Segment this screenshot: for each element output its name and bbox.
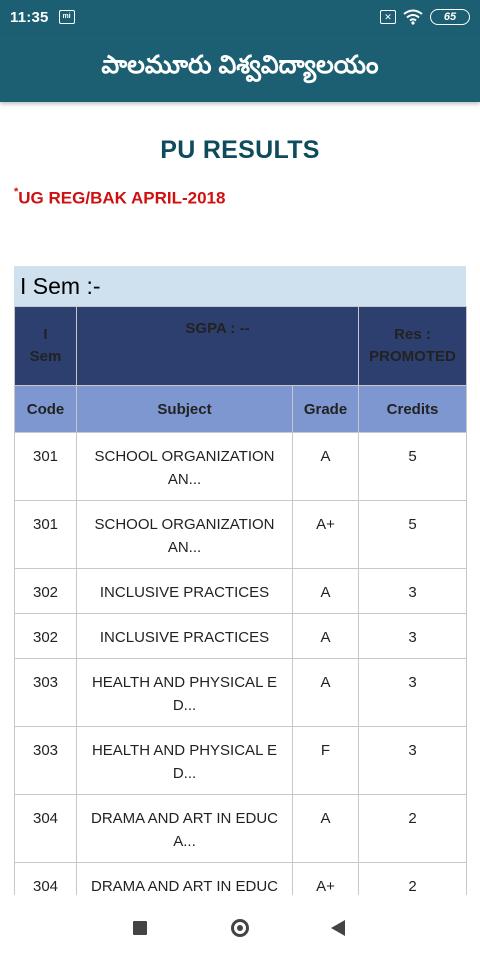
cell-subject: HEALTH AND PHYSICAL E D... bbox=[76, 726, 293, 795]
exam-name: UG REG/BAK APRIL-2018 bbox=[18, 188, 226, 208]
table-row: 301 SCHOOL ORGANIZATION AN... A+ 5 bbox=[14, 500, 468, 569]
wifi-icon bbox=[403, 9, 423, 25]
cell-code: 302 bbox=[14, 613, 77, 659]
cell-credits: 3 bbox=[358, 613, 468, 659]
table-row: 303 HEALTH AND PHYSICAL E D... F 3 bbox=[14, 726, 468, 795]
battery-icon: 65 bbox=[430, 9, 470, 25]
column-header-code: Code bbox=[14, 385, 77, 433]
cell-credits: 5 bbox=[358, 500, 468, 569]
cell-grade: A bbox=[291, 613, 360, 659]
cell-credits: 5 bbox=[358, 432, 468, 501]
semester-label-line2: Sem bbox=[29, 348, 62, 365]
cell-subject: SCHOOL ORGANIZATION AN... bbox=[76, 432, 293, 501]
result-label: Res : bbox=[394, 326, 431, 343]
cell-subject: INCLUSIVE PRACTICES bbox=[76, 568, 293, 614]
cell-code: 301 bbox=[14, 432, 77, 501]
table-row: 302 INCLUSIVE PRACTICES A 3 bbox=[14, 613, 468, 659]
home-icon bbox=[231, 919, 249, 937]
cell-grade: F bbox=[291, 726, 360, 795]
table-row: 304 DRAMA AND ART IN EDUC A... A 2 bbox=[14, 794, 468, 863]
back-icon bbox=[331, 920, 345, 936]
cell-subject: DRAMA AND ART IN EDUC A... bbox=[76, 794, 293, 863]
result-cell: Res : PROMOTED bbox=[358, 306, 468, 386]
recent-apps-button[interactable] bbox=[127, 915, 153, 941]
semester-label-cell: I Sem bbox=[14, 306, 77, 386]
column-header-row: Code Subject Grade Credits bbox=[14, 385, 468, 433]
cell-subject: DRAMA AND ART IN EDUC A... bbox=[76, 862, 293, 895]
cell-code: 304 bbox=[14, 794, 77, 863]
table-row: 304 DRAMA AND ART IN EDUC A... A+ 2 bbox=[14, 862, 468, 895]
cell-subject: INCLUSIVE PRACTICES bbox=[76, 613, 293, 659]
cell-grade: A+ bbox=[291, 500, 360, 569]
app-title: పాలమూరు విశ్వవిద్యాలయం bbox=[101, 50, 379, 79]
back-button[interactable] bbox=[325, 915, 351, 941]
cell-credits: 3 bbox=[358, 726, 468, 795]
column-header-grade: Grade bbox=[291, 385, 360, 433]
cell-code: 303 bbox=[14, 658, 77, 727]
cell-subject: HEALTH AND PHYSICAL E D... bbox=[76, 658, 293, 727]
required-asterisk: * bbox=[14, 186, 19, 198]
results-table: I Sem SGPA : -- Res : PROMOTED Code Subj… bbox=[14, 306, 468, 895]
page-title: PU RESULTS bbox=[160, 136, 320, 164]
cell-credits: 2 bbox=[358, 862, 468, 895]
sgpa-value: SGPA : -- bbox=[185, 320, 250, 337]
summary-row: I Sem SGPA : -- Res : PROMOTED bbox=[14, 306, 468, 386]
cell-credits: 3 bbox=[358, 568, 468, 614]
mi-notification-icon: mi bbox=[58, 10, 75, 24]
exam-label: *UG REG/BAK APRIL-2018 bbox=[14, 186, 226, 209]
semester-label-line1: I bbox=[43, 326, 48, 343]
status-bar: 11:35 mi ✕ 65 bbox=[0, 0, 480, 34]
column-header-subject: Subject bbox=[76, 385, 293, 433]
table-row: 302 INCLUSIVE PRACTICES A 3 bbox=[14, 568, 468, 614]
table-row: 303 HEALTH AND PHYSICAL E D... A 3 bbox=[14, 658, 468, 727]
cell-grade: A bbox=[291, 658, 360, 727]
results-content[interactable]: PU RESULTS *UG REG/BAK APRIL-2018 I Sem … bbox=[0, 102, 480, 895]
table-row: 301 SCHOOL ORGANIZATION AN... A 5 bbox=[14, 432, 468, 501]
status-time: 11:35 bbox=[10, 8, 49, 26]
recent-apps-icon bbox=[133, 921, 147, 935]
cell-credits: 3 bbox=[358, 658, 468, 727]
semester-header: I Sem :- bbox=[14, 266, 466, 306]
cell-code: 304 bbox=[14, 862, 77, 895]
app-header: పాలమూరు విశ్వవిద్యాలయం bbox=[0, 34, 480, 102]
result-status: PROMOTED bbox=[369, 348, 456, 365]
cell-grade: A+ bbox=[291, 862, 360, 895]
cell-subject: SCHOOL ORGANIZATION AN... bbox=[76, 500, 293, 569]
system-nav-bar bbox=[0, 895, 480, 960]
cell-code: 301 bbox=[14, 500, 77, 569]
home-button[interactable] bbox=[227, 915, 253, 941]
sgpa-cell: SGPA : -- bbox=[75, 306, 360, 386]
cell-code: 302 bbox=[14, 568, 77, 614]
column-header-credits: Credits bbox=[358, 385, 468, 433]
sim-off-icon: ✕ bbox=[380, 10, 396, 24]
cell-credits: 2 bbox=[358, 794, 468, 863]
cell-grade: A bbox=[291, 432, 360, 501]
cell-grade: A bbox=[291, 794, 360, 863]
cell-grade: A bbox=[291, 568, 360, 614]
cell-code: 303 bbox=[14, 726, 77, 795]
